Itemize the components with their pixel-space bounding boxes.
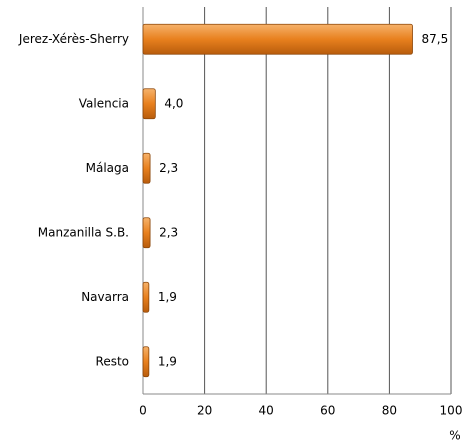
y-tick-label: Jerez-Xérès-Sherry [18, 32, 129, 46]
bar [142, 281, 150, 313]
y-tick-label: Manzanilla S.B. [38, 225, 129, 239]
y-tick-label: Resto [96, 354, 129, 368]
bar [142, 88, 156, 120]
x-tick-label: 40 [259, 404, 274, 418]
x-axis-label: % [449, 429, 460, 443]
y-tick-label: Valencia [79, 96, 129, 110]
x-tick-label: 100 [440, 404, 463, 418]
y-tick-label: Navarra [81, 290, 129, 304]
value-label: 4,0 [164, 96, 183, 110]
y-tick-label: Málaga [86, 161, 129, 175]
x-tick-label: 20 [197, 404, 212, 418]
bar [142, 346, 150, 378]
value-label: 1,9 [158, 290, 177, 304]
x-tick-label: 60 [320, 404, 335, 418]
value-label: 87,5 [422, 32, 449, 46]
x-tick-label: 0 [139, 404, 147, 418]
bar [142, 152, 151, 184]
bar [142, 23, 413, 55]
value-label: 2,3 [159, 161, 178, 175]
x-tick-label: 80 [382, 404, 397, 418]
bar [142, 217, 151, 249]
value-label: 2,3 [159, 225, 178, 239]
value-label: 1,9 [158, 354, 177, 368]
